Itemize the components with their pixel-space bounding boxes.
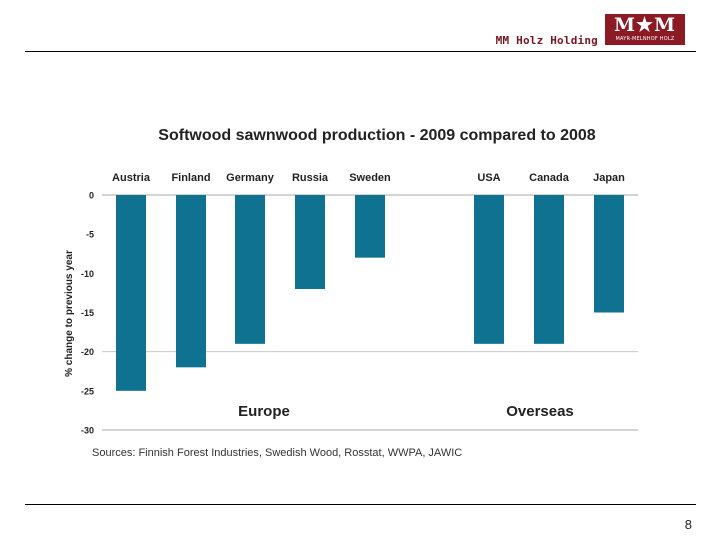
bar (295, 195, 325, 289)
category-label: Japan (593, 172, 625, 184)
y-tick-label: -25 (81, 386, 94, 396)
category-label: Sweden (349, 172, 391, 184)
bar (474, 195, 504, 344)
y-tick-label: 0 (89, 191, 94, 201)
bar (176, 195, 206, 368)
chart-title: Softwood sawnwood production - 2009 comp… (158, 127, 595, 144)
footer-divider (25, 504, 696, 505)
company-logo: M★M MAYR-MELNHOF HOLZ (605, 14, 685, 45)
bar (235, 195, 265, 344)
y-tick-label: -5 (86, 230, 94, 240)
logo-text: MAYR-MELNHOF HOLZ (615, 36, 675, 42)
page-number: 8 (684, 517, 692, 532)
y-tick-label: -30 (81, 426, 94, 436)
y-axis-label: % change to previous year (64, 250, 75, 377)
category-label: USA (477, 172, 500, 184)
category-label: Germany (226, 172, 275, 184)
source-note: Sources: Finnish Forest Industries, Swed… (92, 447, 463, 459)
group-label: Overseas (506, 403, 574, 420)
category-label: Finland (171, 172, 210, 184)
group-label: Europe (238, 403, 290, 420)
y-tick-label: -10 (81, 269, 94, 279)
y-tick-label: -20 (81, 347, 94, 357)
company-name: MM Holz Holding (495, 34, 598, 47)
header-divider (25, 51, 696, 52)
category-label: Austria (112, 172, 151, 184)
bar (116, 195, 146, 391)
category-label: Canada (529, 172, 570, 184)
bar (534, 195, 564, 344)
logo-mark: M★M (613, 14, 677, 36)
y-tick-label: -15 (81, 308, 94, 318)
bar (355, 195, 385, 258)
bar (594, 195, 624, 313)
category-label: Russia (292, 172, 329, 184)
